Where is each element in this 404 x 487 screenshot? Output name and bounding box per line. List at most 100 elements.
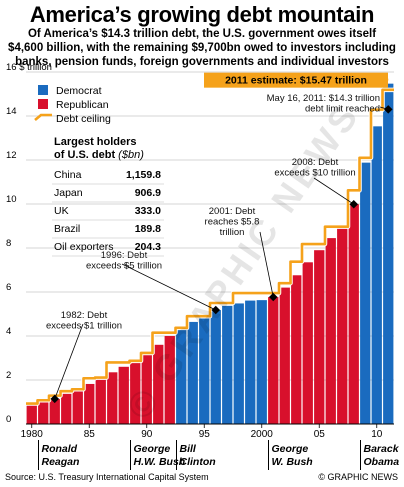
legend-label: Republican: [56, 99, 109, 111]
holders-unit: ($bn): [118, 149, 144, 161]
holder-name: Brazil: [54, 223, 80, 235]
estimate-box: [204, 72, 388, 88]
annotation-leader: [313, 177, 354, 205]
annotation-marker: [384, 105, 393, 114]
debt-bar: [291, 275, 302, 424]
subtitle-line: banks, pension funds, foreign government…: [15, 56, 389, 68]
president-name: W. Bush: [272, 456, 313, 468]
debt-bar: [383, 83, 394, 424]
subtitle: Of America’s $14.3 trillion debt, the U.…: [6, 27, 398, 69]
president-name: Ronald: [42, 443, 78, 455]
subtitle-line: Of America’s $14.3 trillion debt, the U.…: [27, 28, 377, 40]
holders-title: Largest holders: [54, 136, 137, 148]
x-tick-label: 85: [84, 429, 96, 440]
debt-bar: [245, 300, 256, 424]
annotation-leader: [259, 231, 274, 298]
president-name: Clinton: [180, 456, 216, 468]
holder-name: UK: [54, 205, 69, 217]
page-title: America’s growing debt mountain: [29, 2, 375, 27]
holder-value: 906.9: [135, 187, 161, 199]
credit: © GRAPHIC NEWS: [318, 472, 398, 482]
x-tick-label: 90: [141, 429, 153, 440]
holder-value: 333.0: [135, 205, 161, 217]
debt-bar: [302, 262, 313, 424]
holder-name: China: [54, 169, 82, 181]
holder-name: Japan: [54, 187, 83, 199]
annotation-text: 1996: Debt: [101, 250, 148, 261]
y-tick-label: 16 $ trillion: [6, 62, 52, 73]
annotation-leader: [54, 323, 84, 400]
annotation-text: debt limit reached: [305, 104, 380, 115]
annotation-marker: [211, 305, 220, 315]
debt-bar: [256, 300, 267, 424]
debt-bar: [348, 204, 359, 424]
debt-bar: [187, 321, 198, 424]
y-tick-label: 4: [6, 326, 11, 337]
debt-bar: [337, 227, 348, 424]
x-tick-label: 10: [371, 429, 383, 440]
annotation-text: 1982: Debt: [61, 310, 108, 321]
y-tick-label: 6: [6, 282, 11, 293]
holder-value: 204.3: [135, 241, 161, 253]
annotation-text: trillion: [220, 227, 245, 238]
y-tick-label: 14: [6, 106, 17, 117]
annotation-marker: [269, 292, 278, 302]
annotation-marker: [50, 394, 59, 404]
y-tick-label: 8: [6, 238, 11, 249]
debt-bar: [38, 402, 49, 424]
debt-bar: [268, 297, 279, 424]
holder-value: 189.8: [135, 223, 161, 235]
subtitle-line: $4,600 billion, with the remaining $9,70…: [8, 42, 396, 54]
debt-ceiling-line: [26, 88, 394, 405]
debt-bar: [107, 372, 118, 424]
president-name: Reagan: [42, 456, 80, 468]
annotation-text: reaches $5.8: [205, 217, 260, 228]
debt-bar: [325, 238, 336, 424]
debt-bar: [118, 366, 129, 424]
debt-bar: [49, 398, 60, 424]
holder-value: 1,159.8: [126, 169, 161, 181]
source-note: Source: U.S. Treasury International Capi…: [5, 472, 209, 482]
annotation-marker: [349, 199, 358, 209]
president-name: Barack: [364, 443, 400, 455]
debt-bar: [222, 305, 233, 424]
annotation-leader: [121, 263, 216, 311]
legend-label: Debt ceiling: [56, 113, 111, 125]
annotation-text: exceeds $1 trillion: [46, 321, 122, 332]
x-tick-label: 95: [199, 429, 211, 440]
estimate-label: 2011 estimate: $15.47 trillion: [225, 75, 367, 87]
legend-swatch: [34, 113, 52, 121]
y-tick-label: 0: [6, 414, 11, 425]
annotation-text: 2008: Debt: [292, 157, 339, 168]
debt-bar: [84, 383, 95, 424]
debt-bar: [199, 315, 210, 424]
president-name: Obama: [364, 456, 400, 468]
x-tick-label: 1980: [21, 429, 44, 440]
debt-bar: [72, 389, 83, 424]
debt-bar: [371, 126, 382, 424]
debt-bar: [26, 403, 37, 424]
x-tick-label: 05: [314, 429, 326, 440]
annotation-text: exceeds $10 trillion: [274, 168, 355, 179]
president-name: Bill: [180, 443, 197, 455]
debt-bar: [153, 344, 164, 424]
annotation-text: exceeds $5 trillion: [86, 261, 162, 272]
debt-bar: [360, 162, 371, 424]
debt-bar: [95, 377, 106, 424]
y-tick-label: 12: [6, 150, 17, 161]
debt-bar: [314, 250, 325, 424]
debt-bar: [164, 336, 175, 424]
debt-bar: [130, 360, 141, 424]
debt-bar: [233, 303, 244, 424]
debt-bar: [210, 310, 221, 424]
debt-bar: [61, 393, 72, 424]
y-tick-label: 10: [6, 194, 17, 205]
legend-swatch: [38, 99, 48, 109]
holders-title: of U.S. debt ($bn): [54, 149, 144, 161]
president-name: George: [272, 443, 309, 455]
legend-swatch: [38, 85, 48, 95]
debt-bar: [279, 287, 290, 424]
debt-bar: [176, 328, 187, 424]
y-tick-label: 2: [6, 370, 11, 381]
